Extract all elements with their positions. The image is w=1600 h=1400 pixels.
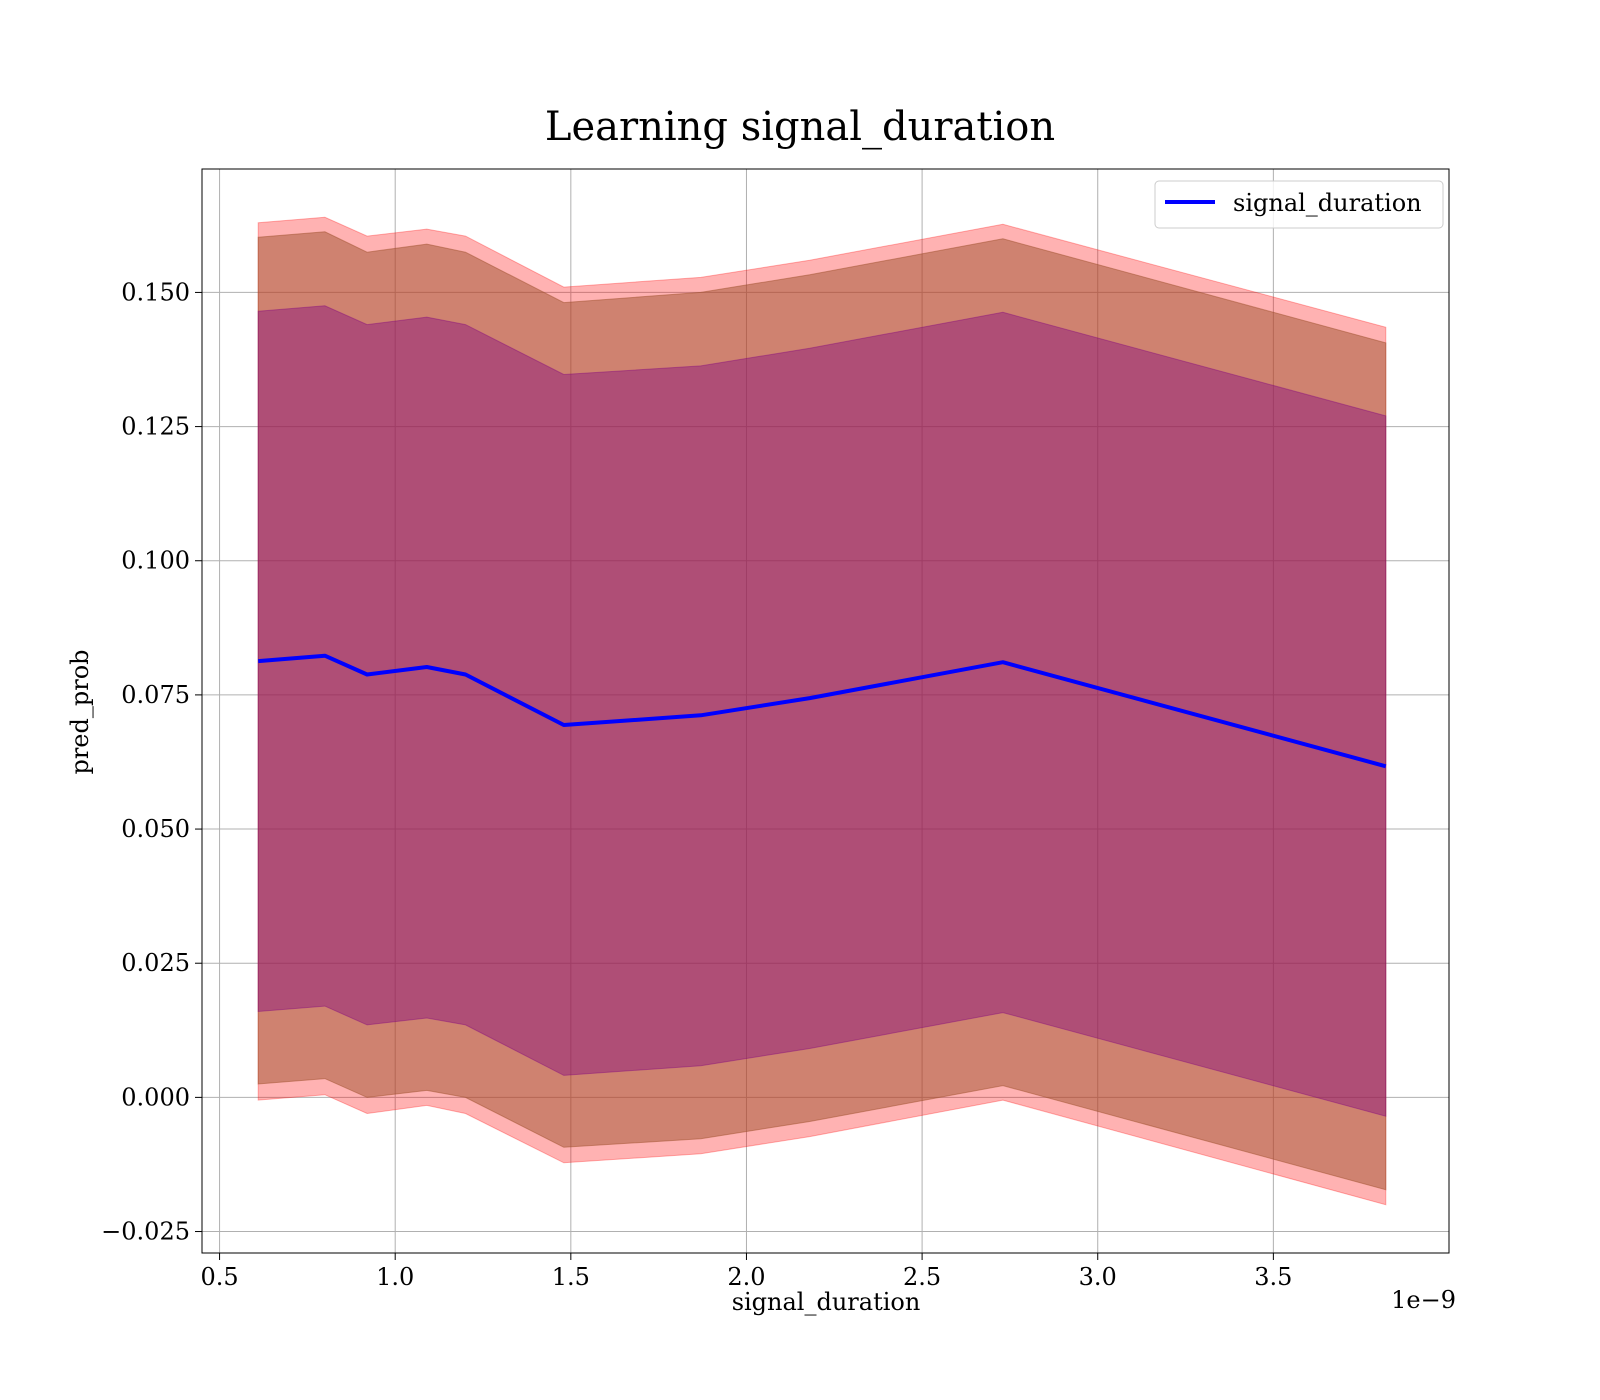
x-tick-label: 3.0 [1079,1263,1117,1291]
x-axis-ticks: 0.5 1.0 1.5 2.0 2.5 3.0 3.5 [200,1253,1292,1291]
series-line [258,653,1387,769]
y-tick-label: 0.150 [121,278,190,306]
legend: signal_duration [1154,180,1444,229]
band-inner [257,305,1387,1117]
y-axis-label: pred_prob [66,649,94,774]
x-axis-label: signal_duration [732,1288,921,1316]
y-tick-label: 0.000 [121,1083,190,1111]
x-tick-label: 0.5 [200,1263,238,1291]
legend-box [1154,180,1444,229]
y-tick-label: 0.050 [121,815,190,843]
x-tick-label: 2.5 [903,1263,941,1291]
band-middle [257,231,1387,1191]
x-tick-label: 3.5 [1254,1263,1292,1291]
plot-frame [201,168,1450,1254]
y-axis-ticks: −0.025 0.000 0.025 0.050 0.075 0.100 0.125 0.15… [101,278,202,1246]
y-tick-label: 0.025 [121,949,190,977]
confidence-bands [257,216,1387,1206]
x-tick-label: 1.5 [552,1263,590,1291]
legend-label: signal_duration [1233,189,1422,217]
chart-title: Learning signal_duration [545,104,1055,150]
y-tick-label: 0.100 [121,547,190,575]
series-lines [258,653,1387,769]
y-tick-label: 0.075 [121,681,190,709]
y-tick-label: 0.125 [121,413,190,441]
x-tick-label: 2.0 [727,1263,765,1291]
x-axis-offset-text: 1e−9 [1391,1286,1456,1314]
x-tick-label: 1.0 [376,1263,414,1291]
y-tick-label: −0.025 [101,1218,190,1246]
